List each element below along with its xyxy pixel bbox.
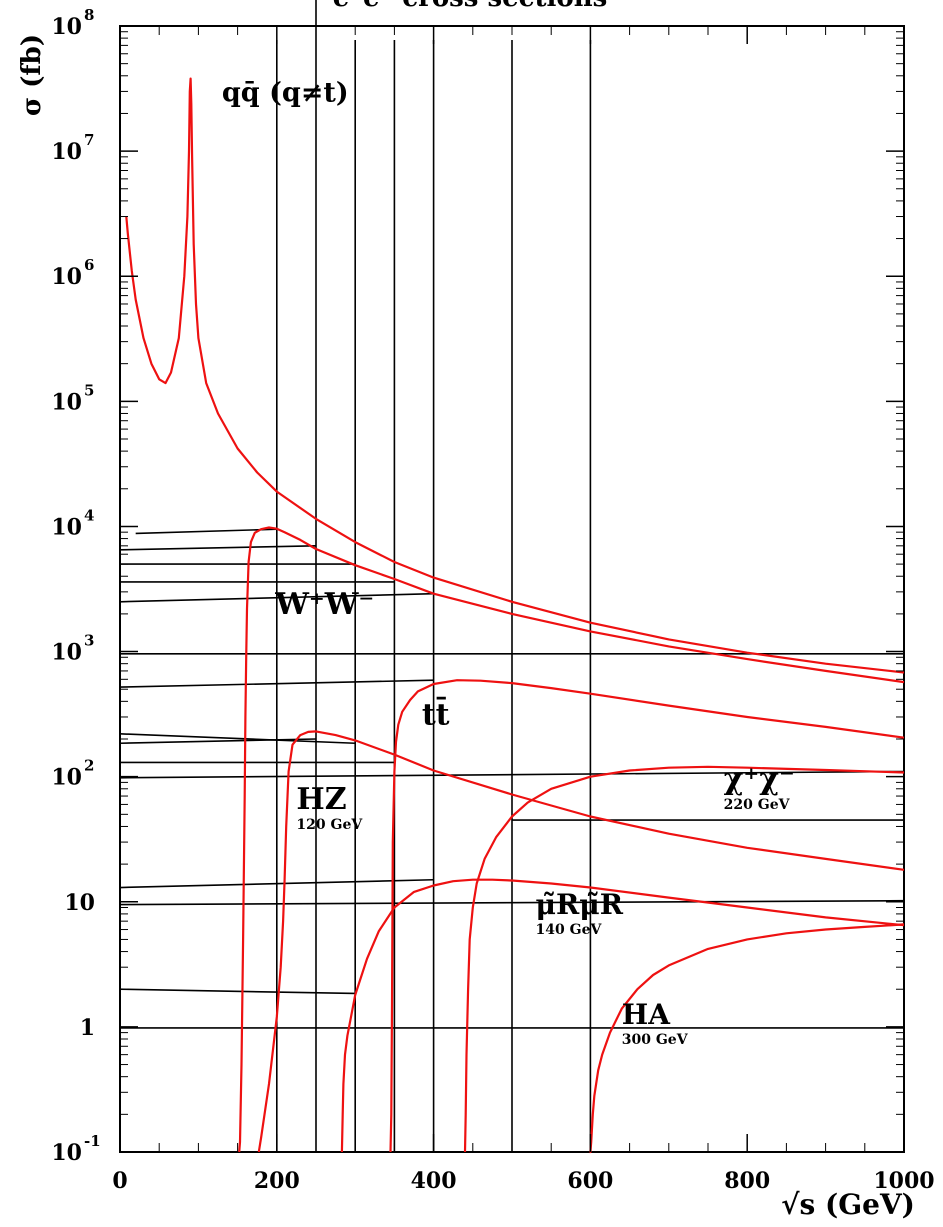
y-tick-label: 10 <box>51 264 82 290</box>
series-line <box>238 526 905 1153</box>
mass-label: 140 GeV <box>536 922 603 938</box>
x-tick-label: 1000 <box>873 1168 934 1194</box>
process-label: HA <box>622 998 671 1031</box>
overlay-horizontal-line <box>119 592 434 603</box>
chart-title: e⁺e⁻ cross sections <box>333 0 608 13</box>
y-tick-exponent: 2 <box>84 757 94 775</box>
y-tick-exponent: 7 <box>84 131 94 149</box>
x-tick-label: 400 <box>411 1168 457 1194</box>
y-tick-label: 10 <box>51 640 82 666</box>
mass-label: 220 GeV <box>724 797 791 813</box>
overlay-horizontal-line <box>119 545 317 551</box>
process-label: χ⁺χ⁻ <box>724 762 795 797</box>
x-axis-label: √s (GeV) <box>781 1188 915 1221</box>
overlay-lines <box>119 0 905 1152</box>
overlay-horizontal-line <box>119 878 434 889</box>
overlay-horizontal-line <box>119 733 356 745</box>
y-tick-label: 10 <box>64 890 95 916</box>
process-label: tt̄ <box>422 696 450 732</box>
y-tick-exponent: -1 <box>84 1132 101 1150</box>
y-tick-label: 1 <box>80 1015 95 1041</box>
y-tick-exponent: 6 <box>84 256 94 274</box>
y-tick-label: 10 <box>51 514 82 540</box>
overlay-horizontal-line <box>135 528 277 535</box>
overlay-horizontal-line <box>119 899 905 906</box>
y-tick-label: 10 <box>51 389 82 415</box>
series-line <box>389 679 905 1153</box>
x-tick-label: 600 <box>567 1168 613 1194</box>
y-tick-label: 10 <box>51 1140 82 1166</box>
x-tick-label: 0 <box>112 1168 127 1194</box>
series-line <box>340 878 905 1153</box>
x-tick-label: 800 <box>724 1168 770 1194</box>
y-tick-exponent: 3 <box>84 632 94 650</box>
y-tick-label: 10 <box>51 139 82 165</box>
process-label: W⁺W⁻ <box>274 587 374 622</box>
series-layer <box>125 77 905 1154</box>
mass-label: 120 GeV <box>296 817 363 833</box>
overlay-horizontal-line <box>119 988 356 995</box>
process-label: qq̄ (q≠t) <box>222 77 349 108</box>
overlay-horizontal-line <box>119 770 905 779</box>
series-line <box>589 923 905 1154</box>
process-label: HZ <box>296 782 346 817</box>
process-label: μ̃Rμ̃R <box>536 888 624 921</box>
x-tick-label: 200 <box>254 1168 300 1194</box>
y-tick-exponent: 8 <box>84 6 94 24</box>
y-tick-label: 10 <box>51 14 82 40</box>
overlay-horizontal-line <box>119 679 434 688</box>
series-line <box>257 730 905 1153</box>
y-tick-label: 10 <box>51 765 82 791</box>
y-tick-exponent: 5 <box>84 381 94 399</box>
series-line <box>463 765 905 1153</box>
y-tick-exponent: 4 <box>84 506 94 524</box>
series-line <box>125 77 905 674</box>
mass-label: 300 GeV <box>622 1032 689 1048</box>
y-axis-label: σ (fb) <box>17 34 47 116</box>
overlay-horizontal-line <box>119 738 317 745</box>
